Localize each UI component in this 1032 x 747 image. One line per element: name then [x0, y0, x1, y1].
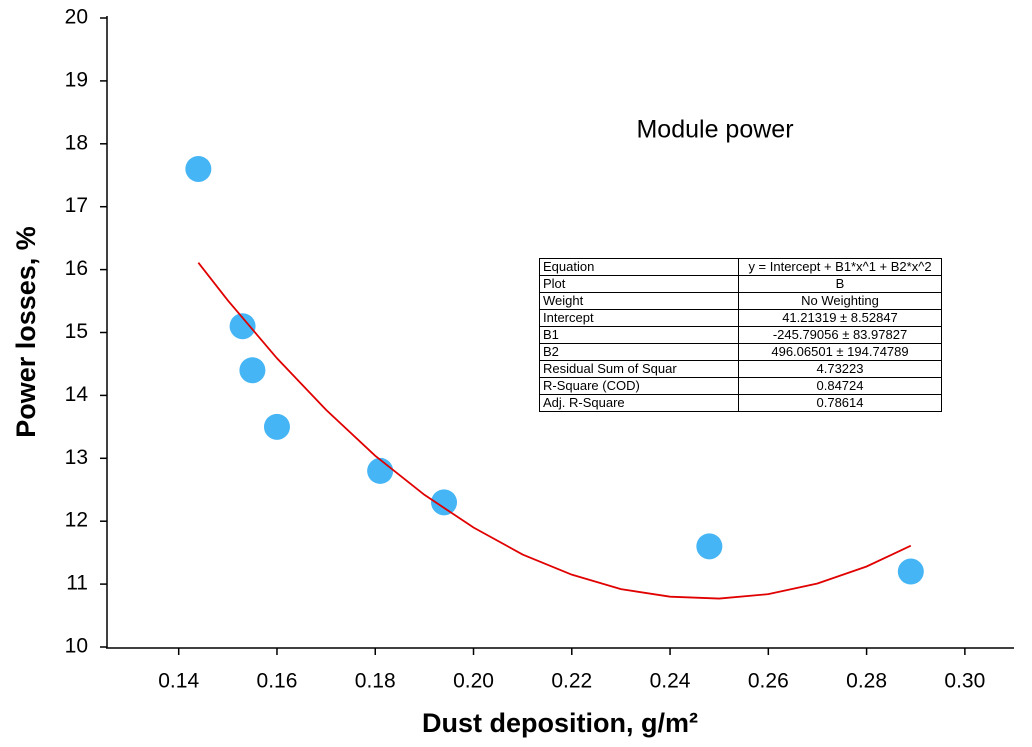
row-value: 0.84724: [738, 377, 942, 395]
row-label: Intercept: [539, 309, 739, 327]
x-tick-label: 0.30: [944, 670, 985, 693]
x-tick-label: 0.16: [257, 670, 298, 693]
point: [897, 558, 924, 585]
table-row: Intercept 41.21319 ± 8.52847: [539, 309, 942, 327]
y-tick-label: 18: [65, 131, 88, 154]
row-label: B1: [539, 326, 739, 344]
x-tick-label: 0.22: [551, 670, 592, 693]
x-tick-label: 0.28: [846, 670, 887, 693]
x-tick-label: 0.24: [650, 670, 691, 693]
point: [431, 489, 458, 516]
y-tick-label: 17: [65, 194, 88, 217]
y-axis-title: Power losses, %: [11, 226, 41, 438]
table-row: Plot B: [539, 275, 942, 293]
row-value: 496.06501 ± 194.74789: [738, 343, 942, 361]
y-tick-label: 12: [65, 509, 88, 532]
table-row: Residual Sum of Squar 4.73223: [539, 360, 942, 378]
row-value: No Weighting: [738, 292, 942, 310]
x-tick-label: 0.26: [748, 670, 789, 693]
row-value: 4.73223: [738, 360, 942, 378]
row-value: -245.79056 ± 83.97827: [738, 326, 942, 344]
table-row: Equation y = Intercept + B1*x^1 + B2*x^2: [539, 258, 942, 276]
row-value: B: [738, 275, 942, 293]
table-row: Adj. R-Square 0.78614: [539, 394, 942, 412]
y-tick-label: 10: [65, 635, 88, 658]
y-tick-label: 14: [65, 383, 89, 406]
row-label: Residual Sum of Squar: [539, 360, 739, 378]
row-label: B2: [539, 343, 739, 361]
point: [185, 155, 212, 182]
y-tick-label: 19: [65, 68, 88, 91]
row-label: Equation: [539, 258, 739, 276]
table-row: Weight No Weighting: [539, 292, 942, 310]
row-value: y = Intercept + B1*x^1 + B2*x^2: [738, 258, 942, 276]
y-tick-label: 13: [65, 446, 88, 469]
x-axis-title: Dust deposition, g/m²: [422, 708, 698, 738]
fit-curve: [197, 262, 912, 600]
x-tick-label: 0.20: [453, 670, 494, 693]
x-tick-label: 0.14: [158, 670, 199, 693]
table-row: B1 -245.79056 ± 83.97827: [539, 326, 942, 344]
x-tick-label: 0.18: [355, 670, 396, 693]
row-value: 41.21319 ± 8.52847: [738, 309, 942, 327]
row-label: R-Square (COD): [539, 377, 739, 395]
point: [367, 457, 394, 484]
row-label: Adj. R-Square: [539, 394, 739, 412]
y-tick-label: 20: [65, 6, 88, 29]
point: [696, 533, 723, 560]
point: [239, 357, 266, 384]
row-label: Weight: [539, 292, 739, 310]
point: [229, 313, 256, 340]
point: [263, 413, 290, 440]
chart-title: Module power: [636, 116, 793, 144]
table-row: R-Square (COD) 0.84724: [539, 377, 942, 395]
stats-table: Equation y = Intercept + B1*x^1 + B2*x^2 P…: [539, 258, 942, 412]
y-tick-label: 15: [65, 320, 88, 343]
row-value: 0.78614: [738, 394, 942, 412]
y-tick-label: 16: [65, 257, 88, 280]
y-tick-label: 11: [66, 572, 88, 595]
row-label: Plot: [539, 275, 739, 293]
table-row: B2 496.06501 ± 194.74789: [539, 343, 942, 361]
